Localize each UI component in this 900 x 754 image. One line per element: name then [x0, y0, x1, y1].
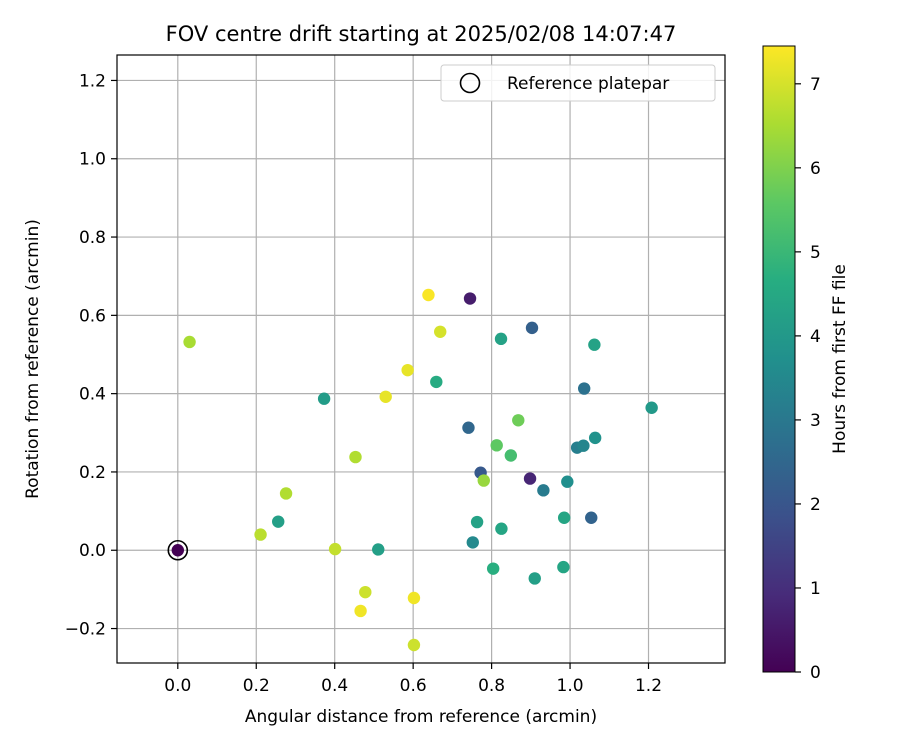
data-point [272, 515, 285, 528]
colorbar-tick-label: 1 [810, 579, 821, 599]
plot-frame [116, 54, 726, 664]
data-point [401, 363, 414, 377]
data-point [463, 292, 477, 305]
data-point [525, 321, 539, 335]
colorbar-tick-label: 2 [810, 495, 821, 515]
reference-platepar-marker [167, 539, 189, 561]
x-tick-label: 1.0 [557, 676, 584, 696]
colorbar-tick-label: 0 [810, 663, 821, 683]
y-tick-label: 0.2 [79, 463, 106, 483]
data-point [462, 421, 475, 434]
data-point [557, 560, 570, 574]
data-point [317, 392, 331, 405]
data-point [359, 585, 372, 599]
colorbar-tick-label: 7 [810, 75, 821, 95]
data-point [470, 515, 484, 529]
data-point [183, 335, 196, 349]
data-point [585, 511, 598, 524]
data-points [167, 288, 658, 652]
data-point [588, 431, 602, 445]
legend-reference-marker [459, 72, 481, 94]
data-point [504, 449, 518, 462]
data-point [528, 572, 541, 585]
data-point [490, 439, 503, 452]
data-point [407, 591, 421, 605]
y-tick-label: 0.0 [79, 541, 106, 561]
data-point [434, 325, 447, 338]
data-point [495, 522, 508, 535]
y-tick-label: 0.6 [79, 306, 106, 326]
x-tick-label: 0.4 [321, 676, 348, 696]
data-point [494, 332, 508, 346]
data-point [577, 382, 591, 395]
data-point [254, 528, 267, 541]
data-point [328, 542, 342, 556]
data-point [466, 536, 479, 549]
data-point [577, 439, 590, 452]
legend: Reference platepar [440, 64, 716, 102]
colorbar-tick-label: 6 [810, 159, 821, 179]
legend-reference-label: Reference platepar [507, 74, 669, 94]
colorbar-tick-label: 4 [810, 327, 821, 347]
x-tick-label: 0.8 [478, 676, 505, 696]
grid-lines [117, 55, 725, 663]
data-point [512, 414, 525, 427]
colorbar-tick-label: 3 [810, 411, 821, 431]
y-tick-label: −0.2 [65, 620, 106, 640]
data-point [372, 543, 385, 556]
data-point [430, 375, 443, 389]
x-tick-label: 1.2 [635, 676, 662, 696]
data-point [645, 401, 658, 414]
legend-box [440, 64, 716, 102]
y-tick-label: 1.2 [79, 71, 106, 91]
colorbar-ticks: 0 1 2 3 4 5 6 7 [795, 75, 821, 683]
colorbar-label: Hours from first FF file [830, 264, 850, 454]
x-tick-label: 0.6 [400, 676, 427, 696]
data-point [407, 638, 421, 652]
data-point [486, 562, 500, 575]
data-point [523, 472, 537, 485]
data-point [561, 475, 574, 488]
colorbar-tick-label: 5 [810, 243, 821, 263]
x-axis-ticks: 0.0 0.2 0.4 0.6 0.8 1.0 1.2 [164, 663, 662, 696]
y-axis-label: Rotation from reference (arcmin) [23, 219, 43, 499]
data-point [537, 484, 550, 497]
y-axis-ticks: −0.2 0.0 0.2 0.4 0.6 0.8 1.0 1.2 [65, 71, 117, 640]
colorbar: 0 1 2 3 4 5 6 7 Hours from first FF file [762, 45, 850, 683]
x-tick-label: 0.2 [243, 676, 270, 696]
data-point [477, 474, 490, 487]
data-point [349, 450, 362, 464]
data-point [279, 487, 293, 500]
x-axis-label: Angular distance from reference (arcmin) [245, 707, 597, 727]
y-tick-label: 0.4 [79, 385, 106, 405]
chart-title: FOV centre drift starting at 2025/02/08 … [166, 22, 677, 46]
data-point [557, 511, 571, 524]
data-point [422, 288, 435, 302]
data-point [588, 338, 601, 351]
data-point [379, 390, 392, 403]
y-tick-label: 0.8 [79, 228, 106, 248]
data-point [354, 604, 367, 618]
colorbar-gradient [762, 45, 796, 673]
x-tick-label: 0.0 [164, 676, 191, 696]
data-point [171, 544, 184, 557]
y-tick-label: 1.0 [79, 150, 106, 170]
